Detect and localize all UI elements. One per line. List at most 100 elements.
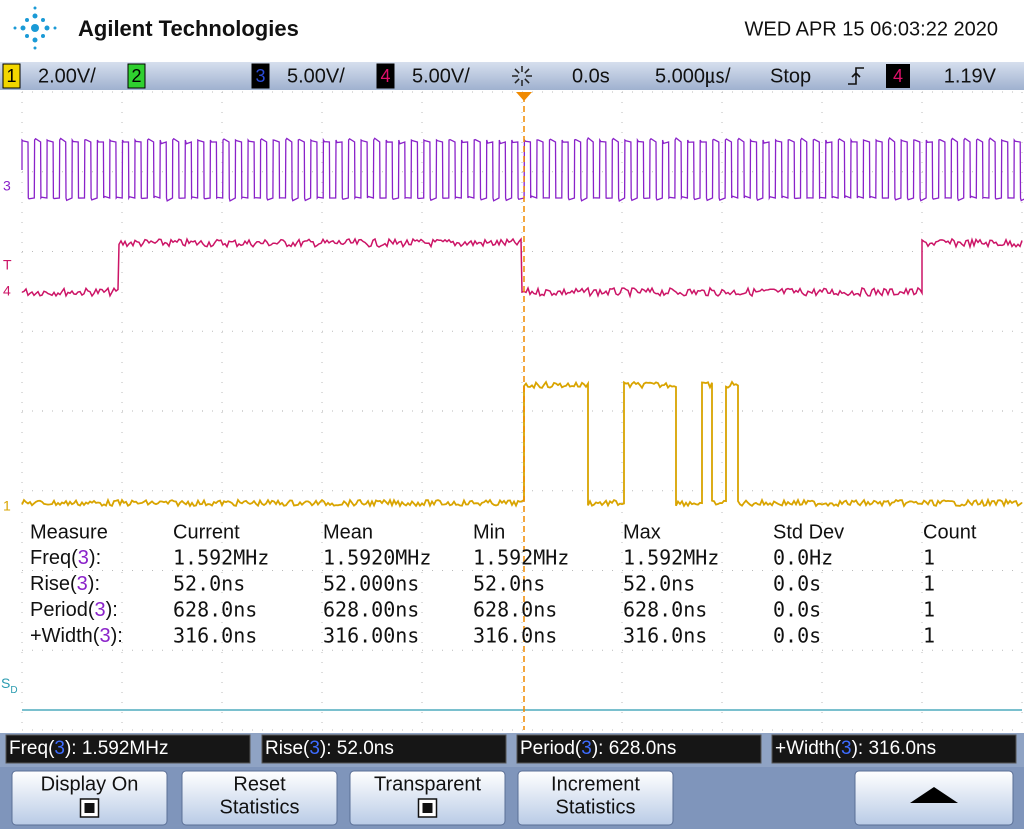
cell: 1 bbox=[923, 624, 935, 648]
table-header: Max bbox=[623, 521, 661, 543]
cell: 628.0ns bbox=[623, 598, 707, 622]
trigger-source: 4 bbox=[893, 66, 903, 86]
checkbox-mark bbox=[422, 803, 433, 813]
trigger-source-box bbox=[886, 64, 910, 88]
cell: 52.000ns bbox=[323, 572, 419, 596]
cell: 628.00ns bbox=[323, 598, 419, 622]
row-label: Rise(3): bbox=[30, 573, 100, 595]
cell: 52.0ns bbox=[173, 572, 245, 596]
row-label: +Width(3): bbox=[30, 625, 123, 647]
serial-main: S bbox=[1, 675, 10, 691]
row-label-part: Rise( bbox=[30, 573, 77, 595]
softkey-label[interactable]: Reset bbox=[233, 773, 286, 795]
delay-icon bbox=[512, 66, 532, 86]
table-header: Current bbox=[173, 521, 240, 543]
summary-box bbox=[5, 734, 251, 764]
summary-box bbox=[771, 734, 1017, 764]
channel-marker: 4 bbox=[3, 283, 11, 299]
ray bbox=[514, 68, 520, 74]
softkey-face[interactable] bbox=[517, 770, 674, 826]
row-label: Period(3): bbox=[30, 599, 118, 621]
row-label-part: ): bbox=[88, 573, 100, 595]
checkbox-mark bbox=[84, 803, 95, 813]
trigger-marker bbox=[516, 92, 532, 101]
ray bbox=[514, 78, 520, 84]
arrow-key[interactable] bbox=[854, 770, 1014, 826]
channel-marker: T bbox=[3, 257, 12, 273]
cell: 628.0ns bbox=[173, 598, 257, 622]
table-header: Count bbox=[923, 521, 977, 543]
summary-text: Period(3): 628.0ns bbox=[520, 738, 676, 759]
summary-part: Rise( bbox=[265, 738, 310, 759]
channel-1-wave bbox=[21, 380, 1023, 509]
channel-box bbox=[251, 63, 270, 89]
softkey-label[interactable]: Display On bbox=[41, 773, 139, 795]
row-label-part: Freq( bbox=[30, 547, 78, 569]
ray bbox=[524, 68, 530, 74]
row-label-part: 3 bbox=[78, 547, 89, 569]
summary-group: Freq(3): 1.592MHz Rise(3): 52.0ns Period(3… bbox=[5, 734, 1017, 764]
summary-box bbox=[516, 734, 762, 764]
trigger-edge-icon bbox=[848, 67, 864, 85]
softkey-label[interactable]: Statistics bbox=[219, 796, 299, 818]
softkey[interactable]: Transparent bbox=[349, 770, 506, 826]
summary-part: ): 628.0ns bbox=[592, 738, 677, 759]
summary-part: 3 bbox=[841, 738, 852, 759]
summary-text: +Width(3): 316.0ns bbox=[775, 738, 936, 759]
channel-number: 2 bbox=[131, 66, 141, 86]
cell: 52.0ns bbox=[623, 572, 695, 596]
summary-part: 3 bbox=[309, 738, 320, 759]
cell: 0.0s bbox=[773, 572, 821, 596]
softkey-label[interactable]: Transparent bbox=[374, 773, 482, 795]
softkey[interactable]: Display On bbox=[11, 770, 168, 826]
table-header: Measure bbox=[30, 521, 108, 543]
summary-part: Period( bbox=[520, 738, 582, 759]
channel-scale: 5.00V/ bbox=[287, 65, 345, 87]
channel-box bbox=[2, 63, 21, 89]
timebase: 5.000㎲/ bbox=[655, 65, 731, 87]
row-label-part: ): bbox=[111, 625, 123, 647]
ray bbox=[524, 78, 530, 84]
channel-marker: 1 bbox=[3, 498, 11, 514]
summary-part: ): 316.0ns bbox=[852, 738, 937, 759]
summary-part: Freq( bbox=[9, 738, 55, 759]
cell: 52.0ns bbox=[473, 572, 545, 596]
channel-number: 4 bbox=[380, 66, 390, 86]
row-label-part: 3 bbox=[99, 625, 110, 647]
row-label-part: 3 bbox=[77, 573, 88, 595]
row-label-part: 3 bbox=[94, 599, 105, 621]
channel-scale: 2.00V/ bbox=[38, 65, 96, 87]
cell: 1 bbox=[923, 598, 935, 622]
cell: 1.5920MHz bbox=[323, 546, 431, 570]
softkey-face[interactable] bbox=[349, 770, 506, 826]
cell: 1.592MHz bbox=[473, 546, 569, 570]
row-label-part: ): bbox=[89, 547, 101, 569]
softkey-face[interactable] bbox=[181, 770, 338, 826]
softkey-label[interactable]: Statistics bbox=[555, 796, 635, 818]
summary-part: 3 bbox=[54, 738, 65, 759]
softkey-face[interactable] bbox=[11, 770, 168, 826]
measurement-table: Measure Current Mean Min Max Std Dev Count Freq… bbox=[30, 521, 977, 647]
row-label-part: ): bbox=[106, 599, 118, 621]
header-bg bbox=[0, 0, 1024, 62]
cell: 1 bbox=[923, 546, 935, 570]
row-label: Freq(3): bbox=[30, 547, 101, 569]
channel-number: 1 bbox=[6, 66, 16, 86]
serial-marker: SD bbox=[1, 675, 18, 696]
row-label-part: Period( bbox=[30, 599, 95, 621]
softkey-label[interactable]: Increment bbox=[551, 773, 640, 795]
cell: 316.0ns bbox=[473, 624, 557, 648]
status-group: 1 2.00V/2 3 5.00V/4 5.00V/0.0s 5.000㎲/ Stop 4 1.… bbox=[2, 63, 997, 89]
summary-part: +Width( bbox=[775, 738, 842, 759]
cell: 316.0ns bbox=[173, 624, 257, 648]
softkey-bar bbox=[0, 767, 1024, 829]
summary-part: 3 bbox=[581, 738, 592, 759]
summary-part: ): 52.0ns bbox=[320, 738, 394, 759]
table-header: Min bbox=[473, 521, 505, 543]
channel-number: 3 bbox=[255, 66, 265, 86]
row-label-part: +Width( bbox=[30, 625, 100, 647]
